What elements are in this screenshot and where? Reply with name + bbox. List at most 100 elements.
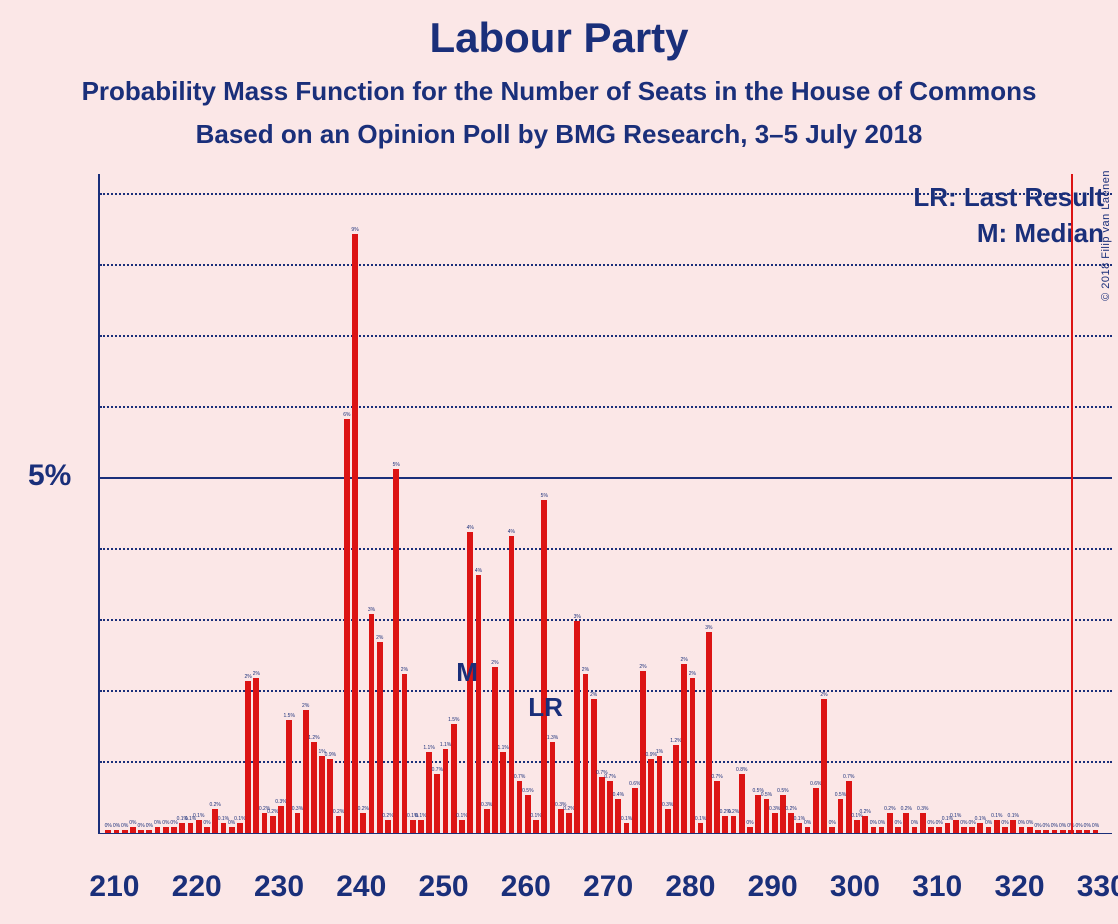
bar-label: 0% <box>1084 823 1091 829</box>
bar-column: 0.2% <box>385 174 391 834</box>
bar-column: 0.5% <box>764 174 770 834</box>
bar-label: 2% <box>244 674 251 680</box>
bar-label: 0.7% <box>514 774 525 780</box>
bar-label: 2% <box>401 667 408 673</box>
bar-column: 0% <box>204 174 210 834</box>
bar-label: 2% <box>681 657 688 663</box>
bar-label: 0.5% <box>835 792 846 798</box>
bar-column: 0.3% <box>484 174 490 834</box>
bar-label: 0.5% <box>761 792 772 798</box>
bar-column: 0% <box>1002 174 1008 834</box>
y-axis-label-5pct: 5% <box>28 459 71 493</box>
bar-label: 0.1% <box>950 813 961 819</box>
bar <box>854 820 860 834</box>
x-axis: 210220230240250260270280290300310320330 <box>98 864 1110 924</box>
bar-column: 0.1% <box>179 174 185 834</box>
bar-label: 1.2% <box>308 735 319 741</box>
bar-label: 0% <box>1026 820 1033 826</box>
bar-label: 0.7% <box>604 774 615 780</box>
bar-column: 0.1% <box>1010 174 1016 834</box>
bar-column: 4% <box>476 174 482 834</box>
bar-column: 0.3% <box>665 174 671 834</box>
bar <box>755 795 761 834</box>
bar-column: 1% <box>657 174 663 834</box>
bar <box>278 806 284 834</box>
bar-label: 0.1% <box>415 813 426 819</box>
bar-column: 1.1% <box>426 174 432 834</box>
bar <box>262 813 268 834</box>
bar-label: 0.2% <box>859 809 870 815</box>
bar-label: 0.7% <box>843 774 854 780</box>
bar-label: 1.5% <box>284 713 295 719</box>
bar-column: 0.2% <box>862 174 868 834</box>
bar-label: 0.2% <box>267 809 278 815</box>
bar-label: 0% <box>121 823 128 829</box>
bar-label: 0.5% <box>522 788 533 794</box>
bar-label: 0.3% <box>917 806 928 812</box>
bar-column: 0.4% <box>615 174 621 834</box>
bar-column: 2% <box>821 174 827 834</box>
bar <box>1010 820 1016 834</box>
bar-column: 0.1% <box>796 174 802 834</box>
bar-label: 0.2% <box>563 806 574 812</box>
bar-label: 0% <box>927 820 934 826</box>
bar-column: 0% <box>747 174 753 834</box>
bar-column: 5% <box>393 174 399 834</box>
x-tick-label: 240 <box>336 870 386 904</box>
bar-column: 0% <box>130 174 136 834</box>
bar-column: 0.1% <box>698 174 704 834</box>
bar <box>722 816 728 834</box>
bar-label: 4% <box>467 525 474 531</box>
bar-column: 1.5% <box>286 174 292 834</box>
bar-label: 0% <box>138 823 145 829</box>
bar <box>459 820 465 834</box>
bar-column: 9% <box>352 174 358 834</box>
bar-label: 0.2% <box>901 806 912 812</box>
bar-column: 0.9% <box>327 174 333 834</box>
x-tick-label: 220 <box>172 870 222 904</box>
bar <box>319 756 325 834</box>
bar-label: 2% <box>590 692 597 698</box>
bar-label: 0% <box>960 820 967 826</box>
bar-column: 1.1% <box>443 174 449 834</box>
bar-label: 0.4% <box>613 792 624 798</box>
bar <box>303 710 309 834</box>
bar-column: 0.3% <box>558 174 564 834</box>
bar-column: 0.5% <box>525 174 531 834</box>
x-tick-label: 230 <box>254 870 304 904</box>
bar-label: 0% <box>1092 823 1099 829</box>
bar-label: 0% <box>894 820 901 826</box>
bar-label: 3% <box>574 614 581 620</box>
x-tick-label: 310 <box>912 870 962 904</box>
bar-column: 0.1% <box>188 174 194 834</box>
bar-label: 0.7% <box>711 774 722 780</box>
legend-m: M: Median <box>977 218 1104 249</box>
bar-column: 0% <box>146 174 152 834</box>
bar-column: 0% <box>1084 174 1090 834</box>
bar-column: 0.3% <box>772 174 778 834</box>
bar-label: 1.1% <box>440 742 451 748</box>
bar <box>648 759 654 834</box>
x-tick-label: 210 <box>89 870 139 904</box>
bar-column: 0.2% <box>212 174 218 834</box>
bar-label: 0% <box>203 820 210 826</box>
bar-column: 0.7% <box>434 174 440 834</box>
bar <box>821 699 827 834</box>
x-axis-baseline <box>100 833 1112 834</box>
bar-label: 0.5% <box>777 788 788 794</box>
bar-label: 0.2% <box>333 809 344 815</box>
bar-label: 1.1% <box>497 745 508 751</box>
bar <box>574 621 580 834</box>
bar-column: 0.7% <box>517 174 523 834</box>
bar-label: 2% <box>376 635 383 641</box>
bar-column: 2% <box>690 174 696 834</box>
bar-label: 6% <box>343 412 350 418</box>
bar-label: 0.2% <box>728 809 739 815</box>
bar-column: 4% <box>467 174 473 834</box>
bar-column: 0.7% <box>846 174 852 834</box>
bar <box>295 813 301 834</box>
bar-label: 0.6% <box>629 781 640 787</box>
bar <box>311 742 317 834</box>
bar-label: 0.3% <box>292 806 303 812</box>
bar-label: 0% <box>1001 820 1008 826</box>
